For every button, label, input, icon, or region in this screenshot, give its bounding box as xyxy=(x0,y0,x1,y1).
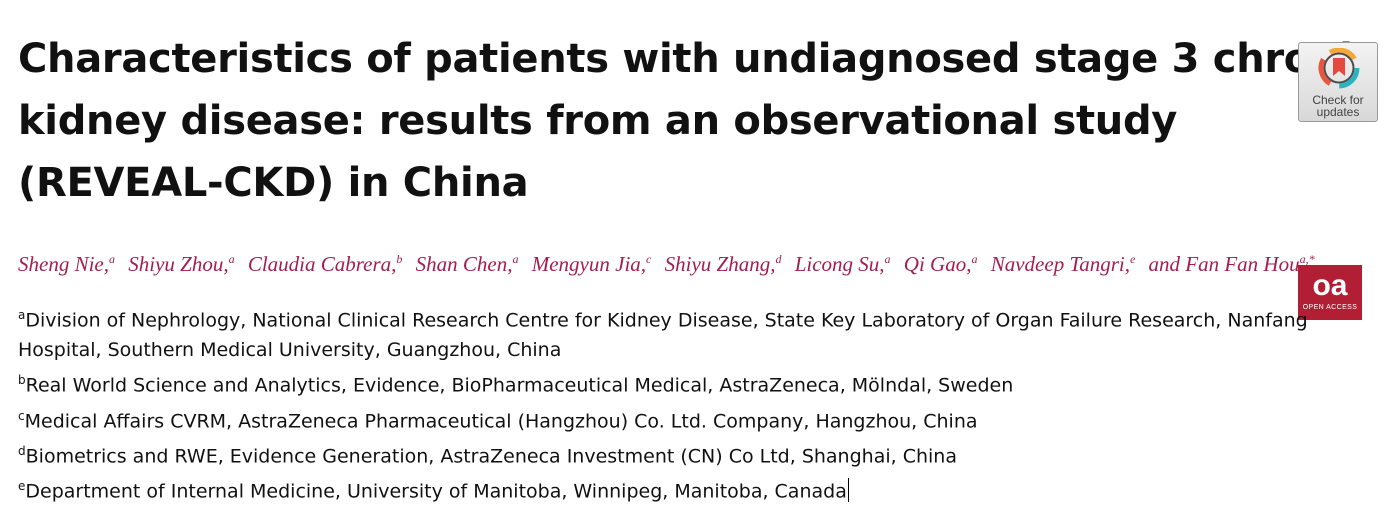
author-name[interactable]: Sheng Nie,a xyxy=(18,252,115,276)
article-title: Characteristics of patients with undiagn… xyxy=(18,28,1376,214)
author-name[interactable]: Qi Gao,a xyxy=(903,252,978,276)
author-name[interactable]: Shiyu Zhou,a xyxy=(128,252,235,276)
affiliation: aDivision of Nephrology, National Clinic… xyxy=(18,308,1308,332)
check-for-updates-button[interactable]: Check for updates xyxy=(1298,42,1378,122)
open-access-logo: oa xyxy=(1312,269,1348,302)
affiliation-list: aDivision of Nephrology, National Clinic… xyxy=(18,300,1308,507)
title-line: kidney disease: results from an observat… xyxy=(18,98,1178,144)
author-name[interactable]: and Fan Fan Houa,* xyxy=(1148,252,1315,276)
title-line: Characteristics of patients with undiagn… xyxy=(18,36,1376,82)
affiliation: bReal World Science and Analytics, Evide… xyxy=(18,373,1014,397)
check-for-updates-label: Check for updates xyxy=(1312,93,1364,119)
author-name[interactable]: Licong Su,a xyxy=(794,252,891,276)
affiliation: dBiometrics and RWE, Evidence Generation… xyxy=(18,443,957,468)
author-name[interactable]: Mengyun Jia,c xyxy=(531,252,652,276)
affiliation: cMedical Affairs CVRM, AstraZeneca Pharm… xyxy=(18,408,978,432)
author-name[interactable]: Navdeep Tangri,e xyxy=(990,252,1136,276)
bookmark-icon xyxy=(1318,48,1360,89)
author-name[interactable]: Shiyu Zhang,d xyxy=(664,252,782,276)
author-name[interactable]: Shan Chen,a xyxy=(415,252,519,276)
author-name[interactable]: Claudia Cabrera,b xyxy=(247,252,403,276)
title-line: (REVEAL-CKD) in China xyxy=(18,160,529,206)
affiliation-continued: Hospital, Southern Medical University, G… xyxy=(18,339,562,362)
author-list: Sheng Nie,a Shiyu Zhou,a Claudia Cabrera… xyxy=(18,245,1315,278)
affiliation: eDepartment of Internal Medicine, Univer… xyxy=(18,477,849,503)
open-access-label: OPEN ACCESS xyxy=(1302,304,1358,311)
open-access-badge[interactable]: oa OPEN ACCESS xyxy=(1298,265,1362,320)
text-cursor xyxy=(847,477,849,502)
